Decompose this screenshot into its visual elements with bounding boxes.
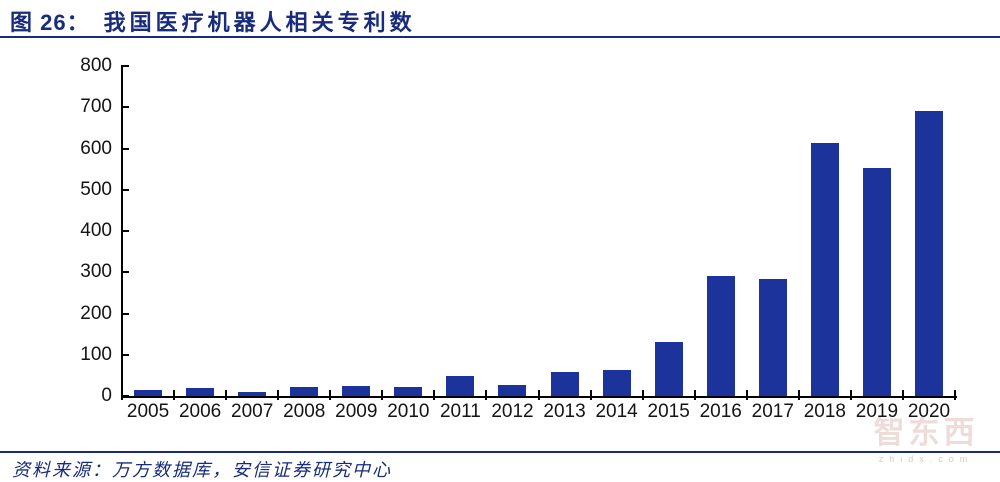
y-tick-label: 300 [80,261,112,283]
x-category-label: 2010 [387,401,430,422]
x-axis-tick [797,390,800,400]
bar-2007 [238,391,267,396]
x-axis-tick [485,390,488,400]
bar-2019 [862,167,891,396]
x-axis-tick [381,390,384,400]
y-axis-tick [122,312,129,315]
x-axis-tick [745,390,748,400]
y-axis-tick [122,353,129,356]
y-axis-tick [122,271,129,274]
bar-2010 [394,386,423,396]
watermark-logo-text: 智东西 [873,415,979,450]
x-category-label: 2015 [647,401,690,422]
bar-2020 [914,110,943,396]
bar-2017 [758,278,787,396]
bar-2013 [550,372,579,396]
y-tick-label: 0 [101,385,112,406]
title-divider [0,36,1000,38]
y-axis-tick [122,230,129,232]
x-axis-tick [954,390,956,400]
x-category-label: 2018 [803,401,846,422]
bar-2006 [186,387,215,396]
watermark-url-text: zhidx.com [878,453,974,464]
x-category-label: 2017 [751,401,794,422]
y-axis-tick [122,65,129,67]
y-tick-label: 400 [80,220,112,241]
x-category-label: 2019 [855,401,899,422]
footer-divider [0,451,1000,453]
y-tick-label: 600 [80,137,112,159]
x-axis-tick [901,390,904,400]
x-axis-tick [121,390,123,400]
x-category-label: 2011 [439,401,481,422]
x-category-label: 2012 [491,401,534,422]
x-category-label: 2006 [178,401,222,422]
x-axis-tick [433,390,436,400]
y-tick-label: 500 [80,178,112,200]
y-tick-label: 200 [80,302,112,324]
figure-title: 图 26： 我国医疗机器人相关专利数 [10,5,416,35]
bar-2012 [498,384,527,396]
x-axis-tick [693,390,696,400]
x-axis-tick [537,390,540,400]
y-axis-tick [122,106,129,109]
x-category-label: 2009 [335,401,378,422]
bar-2011 [446,376,475,396]
y-tick-label: 100 [80,343,112,365]
bar-2014 [602,369,631,396]
x-axis-tick [173,390,176,400]
source-note: 资料来源：万方数据库，安信证券研究中心 [12,460,392,480]
y-axis-tick [122,395,129,397]
x-axis-tick [225,390,228,400]
watermark: 智东西 zhidx.com [856,415,996,464]
bar-2009 [342,385,371,396]
bar-2018 [810,143,839,396]
bar-2008 [290,386,319,396]
x-category-label: 2013 [543,401,586,422]
x-axis-tick [329,390,332,400]
figure-number-label: 图 26： [10,10,90,35]
figure-title-text: 我国医疗机器人相关专利数 [103,10,416,35]
x-category-label: 2016 [699,401,742,422]
bar-2016 [706,275,735,396]
bar-2005 [134,389,163,396]
y-tick-label: 700 [80,96,112,118]
x-category-label: 2007 [231,401,274,422]
x-category-label: 2020 [907,401,951,422]
x-axis-tick [277,390,280,400]
y-axis-tick [122,147,129,150]
x-axis-tick [849,390,852,400]
y-tick-label: 800 [80,55,112,76]
y-axis-tick [122,188,129,191]
bar-2015 [654,342,683,396]
x-category-label: 2008 [283,401,326,422]
x-axis-tick [589,390,592,400]
x-category-label: 2005 [126,401,170,422]
x-category-label: 2014 [595,401,638,422]
x-axis-tick [641,390,644,400]
